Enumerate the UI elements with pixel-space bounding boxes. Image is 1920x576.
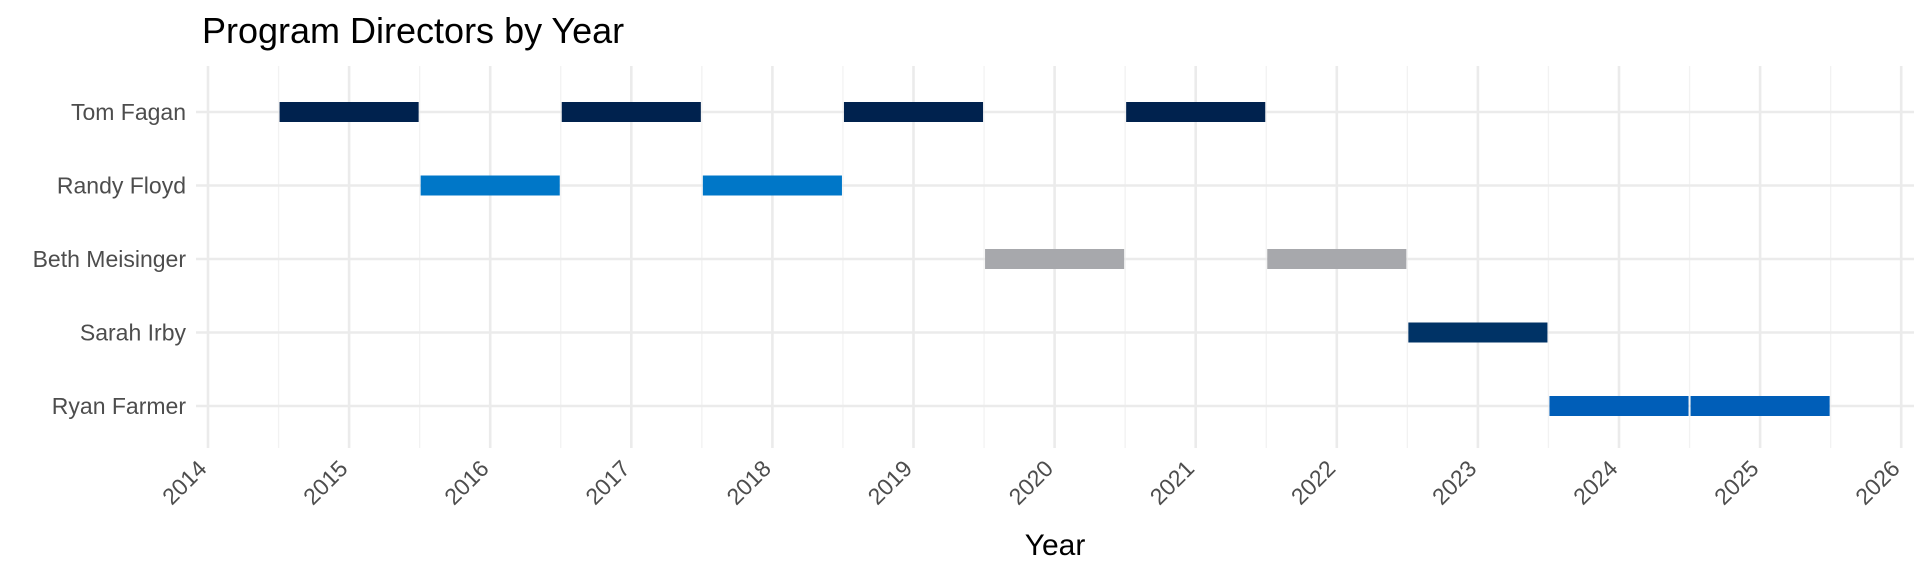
x-axis-tick-label: 2026 <box>1850 455 1905 510</box>
y-axis-label: Randy Floyd <box>57 173 186 199</box>
y-axis-labels: Tom Fagan Randy Floyd Beth Meisinger Sarah … <box>33 99 187 419</box>
bar-segment <box>985 249 1125 269</box>
bars <box>279 102 1830 416</box>
x-axis-tick-label: 2020 <box>1004 455 1059 510</box>
x-axis-tick-labels: 2014 2015 2016 2017 2018 2019 2020 2021 2022 2023… <box>157 455 1905 510</box>
x-axis-tick-label: 2021 <box>1145 455 1200 510</box>
x-axis-tick-label: 2014 <box>157 455 212 510</box>
y-axis-label: Ryan Farmer <box>52 393 187 419</box>
x-axis-tick-label: 2019 <box>862 455 917 510</box>
bar-segment <box>1549 396 1689 416</box>
bar-segment <box>561 102 701 122</box>
x-axis-tick-label: 2024 <box>1568 455 1623 510</box>
x-axis-tick-label: 2018 <box>721 455 776 510</box>
x-axis-tick-label: 2016 <box>439 455 494 510</box>
bar-segment <box>420 175 560 196</box>
bar-segment <box>1690 396 1830 416</box>
bar-segment <box>843 102 984 122</box>
x-axis-tick-label: 2025 <box>1709 455 1764 510</box>
x-axis-tick-label: 2017 <box>580 455 635 510</box>
bar-segment <box>1126 102 1266 122</box>
bar-segment <box>702 175 842 196</box>
bar-segment <box>279 102 419 122</box>
bar-segment <box>1408 322 1548 343</box>
x-axis-tick-label: 2023 <box>1427 455 1482 510</box>
x-axis-tick-label: 2022 <box>1286 455 1341 510</box>
y-axis-label: Tom Fagan <box>71 99 186 125</box>
bar-segment <box>1267 249 1407 269</box>
x-axis-title: Year <box>1025 529 1086 562</box>
y-axis-label: Sarah Irby <box>80 320 187 346</box>
chart-title: Program Directors by Year <box>202 10 624 51</box>
y-axis-label: Beth Meisinger <box>33 246 187 272</box>
x-axis-tick-label: 2015 <box>298 455 353 510</box>
